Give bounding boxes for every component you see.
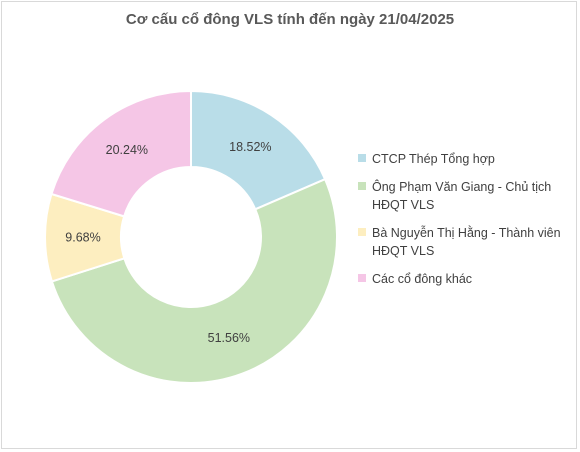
legend-swatch [358,182,366,190]
legend-swatch [358,274,366,282]
slice-data-label: 9.68% [65,231,100,245]
legend-swatch [358,154,366,162]
legend-item-cac-co-dong-khac: Các cổ đông khác [358,270,578,288]
donut-slice [50,89,192,218]
slice-data-label: 20.24% [106,143,148,157]
chart-legend: CTCP Thép Tổng hợp Ông Phạm Văn Giang - … [358,150,578,298]
legend-item-ctcp-thep-tong-hop: CTCP Thép Tổng hợp [358,150,578,168]
slice-data-label: 51.56% [208,331,250,345]
legend-label: Các cổ đông khác [372,272,473,286]
legend-label: CTCP Thép Tổng hợp [372,152,495,166]
legend-item-pham-van-giang: Ông Phạm Văn Giang - Chủ tịch HĐQT VLS [358,178,578,214]
legend-item-nguyen-thi-hang: Bà Nguyễn Thị Hằng - Thành viên HĐQT VLS [358,224,578,260]
legend-label: Bà Nguyễn Thị Hằng - Thành viên HĐQT VLS [372,226,561,258]
donut-slice [50,177,338,384]
chart-title: Cơ cấu cổ đông VLS tính đến ngày 21/04/2… [125,11,455,28]
donut-slice [190,89,327,211]
legend-swatch [358,228,366,236]
slice-data-label: 18.52% [229,140,271,154]
legend-label: Ông Phạm Văn Giang - Chủ tịch HĐQT VLS [372,180,552,212]
